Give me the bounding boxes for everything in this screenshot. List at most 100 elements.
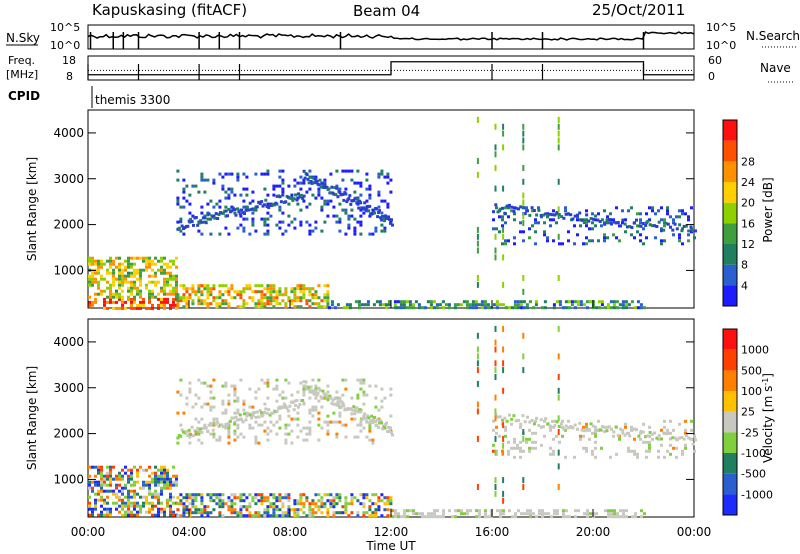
heatmap-cell [206,290,210,294]
heatmap-cell [191,302,195,306]
heatmap-cell [281,193,285,197]
heatmap-cell [230,502,234,506]
heatmap-cell [172,277,175,281]
heatmap-cell [390,218,393,222]
heatmap-cell [368,187,372,191]
heatmap-cell [625,431,629,435]
heatmap-cell [106,501,109,505]
heatmap-cell [248,426,252,430]
heatmap-cell [532,422,536,426]
heatmap-cell [103,297,106,301]
heatmap-cell [142,501,145,505]
heatmap-cell [97,465,100,469]
heatmap-cell [512,414,516,418]
heatmap-cell [109,513,112,517]
heatmap-cell [139,280,142,284]
heatmap-cell [248,493,252,497]
heatmap-cell [179,217,183,221]
heatmap-cell [221,284,225,288]
freq-panel: Freq. [MHz] 18 8 60 0 Nave [6,54,794,83]
heatmap-cell [260,172,264,176]
heatmap-cell [342,306,346,310]
heatmap-cell [209,290,213,294]
heatmap-cell [204,221,208,225]
heatmap-cell [236,411,240,415]
heatmap-cell [495,425,498,429]
heatmap-cell [640,509,643,513]
heatmap-cell [321,389,325,393]
heatmap-cell [293,499,297,503]
heatmap-cell [299,429,303,433]
heatmap-cell [543,300,547,304]
heatmap-cell [296,514,300,518]
heatmap-cell [412,509,415,513]
heatmap-cell [214,212,218,216]
heatmap-cell [272,502,276,506]
heatmap-cell [127,468,130,472]
heatmap-cell [160,486,163,490]
heatmap-cell [341,378,345,382]
heatmap-cell [169,271,172,275]
heatmap-cell [386,430,389,433]
heatmap-cell [197,284,201,288]
heatmap-cell [176,299,180,303]
heatmap-cell [606,236,609,240]
heatmap-cell [290,302,294,306]
heatmap-cell [272,423,276,427]
heatmap-cell [317,411,321,415]
heatmap-cell [160,297,163,301]
heatmap-cell [263,305,267,309]
xtick-label: 00:00 [677,525,712,539]
heatmap-cell [91,262,94,266]
heatmap-cell [209,432,213,436]
heatmap-cell [121,303,124,307]
heatmap-cell [375,207,379,211]
heatmap-cell [357,206,361,210]
heatmap-cell [212,396,216,400]
heatmap-cell [673,436,677,440]
heatmap-cell [145,468,148,472]
heatmap-cell [489,306,493,310]
heatmap-cell [210,422,214,426]
heatmap-cell [594,430,598,434]
heatmap-cell [200,430,204,434]
heatmap-cell [353,229,357,233]
heatmap-cell [185,508,189,512]
heatmap-cell [133,271,136,275]
heatmap-cell [657,209,660,213]
heatmap-cell [348,194,352,198]
heatmap-cell [325,395,329,399]
heatmap-cell [136,474,139,478]
heatmap-cell [203,299,207,303]
heatmap-cell [242,402,246,406]
heatmap-cell [344,211,348,215]
heatmap-cell [522,429,525,435]
heatmap-cell [494,144,497,151]
heatmap-cell [242,199,246,203]
heatmap-cell [224,290,228,294]
heatmap-cell [121,268,124,272]
heatmap-cell [353,435,357,439]
heatmap-cell [579,300,583,304]
heatmap-cell [558,440,561,444]
heatmap-cell [535,416,539,420]
heatmap-cell [145,268,148,272]
heatmap-cell [585,446,588,450]
heatmap-cell [207,212,211,216]
heatmap-cell [169,507,172,511]
heatmap-cell [476,380,479,387]
heatmap-cell [97,480,100,484]
heatmap-cell [227,232,231,236]
power-colorbar-label: Power [dB] [761,177,775,242]
heatmap-cell [287,511,291,515]
heatmap-cell [557,387,560,394]
heatmap-cell [97,268,100,272]
heatmap-cell [368,514,372,518]
heatmap-cell [236,396,240,400]
heatmap-cell [618,239,621,243]
heatmap-cell [109,283,112,287]
heatmap-cell [499,509,502,513]
heatmap-cell [317,438,321,442]
heatmap-cell [495,303,499,307]
heatmap-cell [176,302,180,306]
